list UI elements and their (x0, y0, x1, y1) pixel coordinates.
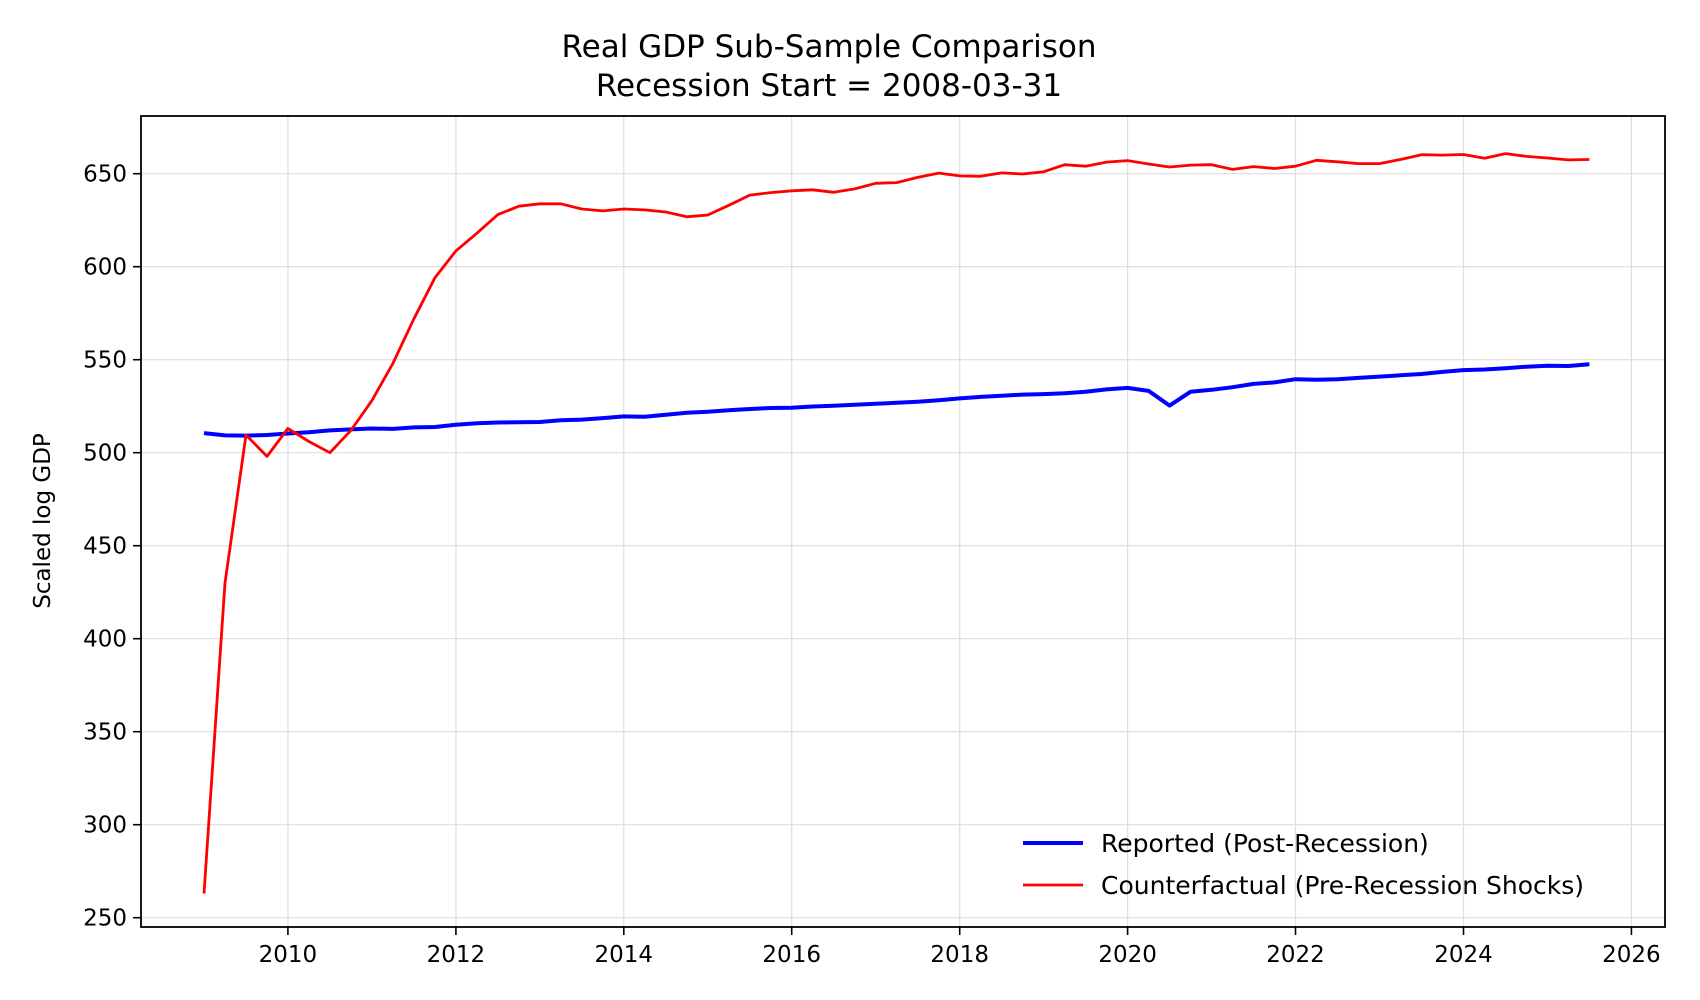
series-line-reported (203, 362, 1590, 438)
legend-label-counterfactual: Counterfactual (Pre-Recession Shocks) (1101, 871, 1584, 900)
y-tick-label: 600 (83, 255, 127, 281)
y-tick-label: 450 (83, 534, 127, 560)
x-tick-label: 2024 (1434, 942, 1493, 968)
y-tick-label: 500 (83, 441, 127, 467)
y-tick-label: 350 (83, 720, 127, 746)
x-tick-label: 2018 (930, 942, 989, 968)
legend-label-reported: Reported (Post-Recession) (1101, 829, 1429, 858)
chart-subtitle: Recession Start = 2008-03-31 (596, 68, 1062, 104)
plot-frame (140, 115, 1666, 928)
ticks-layer: 2010 2012 2014 2016 2018 2020 2022 2024 2026 250 3… (83, 162, 1661, 968)
x-tick-label: 2022 (1266, 942, 1325, 968)
series-layer (202, 152, 1590, 894)
x-tick-label: 2016 (762, 942, 821, 968)
legend: Reported (Post-Recession) Counterfactual… (1023, 829, 1584, 900)
y-tick-label: 650 (83, 162, 127, 188)
x-tick-label: 2010 (259, 942, 318, 968)
chart-title: Real GDP Sub-Sample Comparison (561, 29, 1096, 65)
x-tick-label: 2020 (1098, 942, 1157, 968)
y-axis-label: Scaled log GDP (30, 433, 56, 609)
x-tick-label: 2012 (427, 942, 486, 968)
x-tick-label: 2014 (595, 942, 654, 968)
y-tick-label: 300 (83, 813, 127, 839)
y-tick-label: 400 (83, 627, 127, 653)
grid-layer (141, 116, 1665, 927)
x-tick-label: 2026 (1602, 942, 1661, 968)
y-tick-label: 550 (83, 348, 127, 374)
y-tick-label: 250 (83, 906, 127, 932)
series-line-counterfactual (202, 152, 1590, 894)
